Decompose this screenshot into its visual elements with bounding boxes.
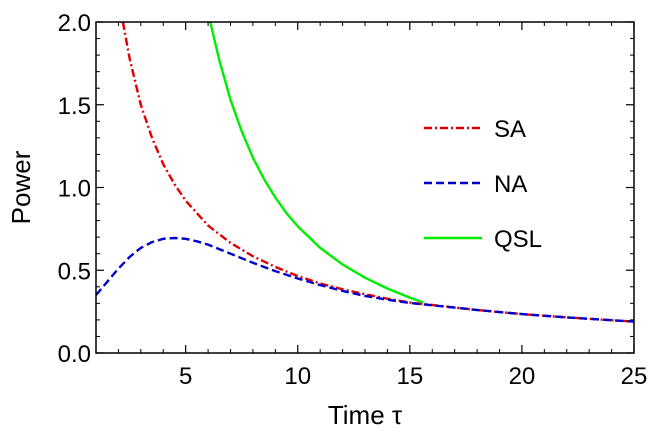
series-line-sa <box>121 22 634 323</box>
y-axis-label: Power <box>6 150 36 224</box>
legend: SA NA QSL <box>424 116 542 253</box>
y-tick-label: 0.5 <box>58 258 91 285</box>
x-tick-label: 10 <box>284 363 311 390</box>
legend-label-sa: SA <box>494 116 526 143</box>
tick-layer: 5 10 15 20 25 0.0 0.5 1.0 1.5 2.0 <box>58 10 648 390</box>
legend-label-na: NA <box>494 171 527 198</box>
y-tick-label: 2.0 <box>58 10 91 37</box>
y-tick-label: 0.0 <box>58 341 91 368</box>
series-line-qsl <box>209 22 424 304</box>
x-tick-label: 5 <box>179 363 192 390</box>
series-line-na <box>96 236 634 323</box>
plot-frame <box>95 21 635 354</box>
y-tick-label: 1.0 <box>58 176 91 203</box>
x-tick-label: 25 <box>621 363 648 390</box>
x-axis-label: Time τ <box>328 400 403 430</box>
y-tick-label: 1.5 <box>58 93 91 120</box>
x-tick-label: 20 <box>509 363 536 390</box>
x-tick-label: 15 <box>396 363 423 390</box>
series-layer <box>96 22 634 323</box>
legend-label-qsl: QSL <box>494 226 542 253</box>
